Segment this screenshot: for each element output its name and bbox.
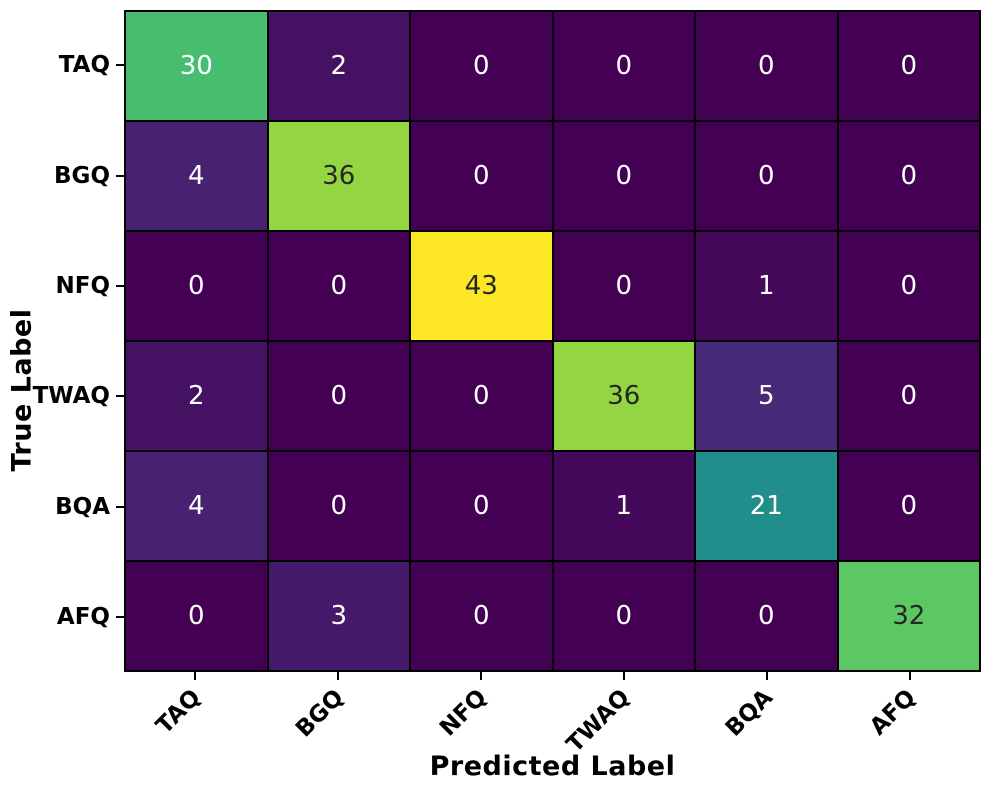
heatmap-cell-TWAQ-TWAQ: 36 bbox=[553, 342, 694, 450]
heatmap-cell-AFQ-BQA: 0 bbox=[696, 562, 837, 670]
heatmap-cell-BQA-NFQ: 0 bbox=[411, 452, 552, 560]
heatmap-cell-BQA-TWAQ: 1 bbox=[553, 452, 694, 560]
heatmap-cell-TAQ-BGQ: 2 bbox=[268, 12, 409, 120]
heatmap-cell-TWAQ-BQA: 5 bbox=[696, 342, 837, 450]
heatmap-cell-BQA-AFQ: 0 bbox=[838, 452, 979, 560]
x-axis-tick bbox=[480, 672, 483, 680]
heatmap-cell-BQA-BGQ: 0 bbox=[268, 452, 409, 560]
heatmap-cell-BGQ-BGQ: 36 bbox=[268, 122, 409, 230]
heatmap-cell-TWAQ-TAQ: 2 bbox=[126, 342, 267, 450]
heatmap-cell-BGQ-NFQ: 0 bbox=[411, 122, 552, 230]
y-axis-tick bbox=[116, 284, 124, 287]
y-axis-tick bbox=[116, 174, 124, 177]
y-axis-tick bbox=[116, 505, 124, 508]
heatmap-cell-NFQ-BQA: 1 bbox=[696, 232, 837, 340]
y-tick-label-TAQ: TAQ bbox=[58, 52, 110, 79]
y-tick-label-BQA: BQA bbox=[55, 493, 110, 520]
y-axis-title: True Label bbox=[6, 308, 38, 472]
heatmap-cell-TWAQ-AFQ: 0 bbox=[838, 342, 979, 450]
heatmap-cell-NFQ-NFQ: 43 bbox=[411, 232, 552, 340]
heatmap-cell-AFQ-BGQ: 3 bbox=[268, 562, 409, 670]
x-axis-title: Predicted Label bbox=[429, 751, 676, 782]
heatmap-cell-BQA-BQA: 21 bbox=[696, 452, 837, 560]
y-tick-label-AFQ: AFQ bbox=[56, 603, 110, 630]
heatmap-cell-NFQ-TWAQ: 0 bbox=[553, 232, 694, 340]
heatmap-cell-BGQ-BQA: 0 bbox=[696, 122, 837, 230]
heatmap-cell-TWAQ-NFQ: 0 bbox=[411, 342, 552, 450]
x-axis-tick bbox=[908, 672, 911, 680]
heatmap-cell-NFQ-TAQ: 0 bbox=[126, 232, 267, 340]
y-tick-label-NFQ: NFQ bbox=[55, 272, 110, 299]
heatmap-cell-BGQ-TWAQ: 0 bbox=[553, 122, 694, 230]
y-axis-tick bbox=[116, 64, 124, 67]
x-axis-tick bbox=[765, 672, 768, 680]
y-tick-label-TWAQ: TWAQ bbox=[32, 383, 110, 410]
heatmap-cell-TWAQ-BGQ: 0 bbox=[268, 342, 409, 450]
heatmap-cell-NFQ-BGQ: 0 bbox=[268, 232, 409, 340]
y-axis-tick bbox=[116, 615, 124, 618]
y-tick-label-BGQ: BGQ bbox=[54, 162, 110, 189]
heatmap-cell-BQA-TAQ: 4 bbox=[126, 452, 267, 560]
heatmap-cell-AFQ-AFQ: 32 bbox=[838, 562, 979, 670]
heatmap-cell-AFQ-TAQ: 0 bbox=[126, 562, 267, 670]
x-axis-tick bbox=[622, 672, 625, 680]
heatmap-cell-AFQ-NFQ: 0 bbox=[411, 562, 552, 670]
heatmap-cell-NFQ-AFQ: 0 bbox=[838, 232, 979, 340]
heatmap-cell-BGQ-TAQ: 4 bbox=[126, 122, 267, 230]
heatmap-cell-BGQ-AFQ: 0 bbox=[838, 122, 979, 230]
heatmap-cell-AFQ-TWAQ: 0 bbox=[553, 562, 694, 670]
y-axis-tick bbox=[116, 395, 124, 398]
heatmap-cell-TAQ-NFQ: 0 bbox=[411, 12, 552, 120]
heatmap-grid: 30 2 0 0 0 0 4 36 0 0 0 0 0 0 43 0 1 0 2 0 0 36 5 0 4 0 0 1 21 0 0 3 0 0 0… bbox=[124, 10, 981, 672]
heatmap-cell-TAQ-TWAQ: 0 bbox=[553, 12, 694, 120]
x-axis-tick bbox=[337, 672, 340, 680]
heatmap-cell-TAQ-BQA: 0 bbox=[696, 12, 837, 120]
heatmap-cell-TAQ-AFQ: 0 bbox=[838, 12, 979, 120]
x-axis-tick bbox=[194, 672, 197, 680]
heatmap-cell-TAQ-TAQ: 30 bbox=[126, 12, 267, 120]
